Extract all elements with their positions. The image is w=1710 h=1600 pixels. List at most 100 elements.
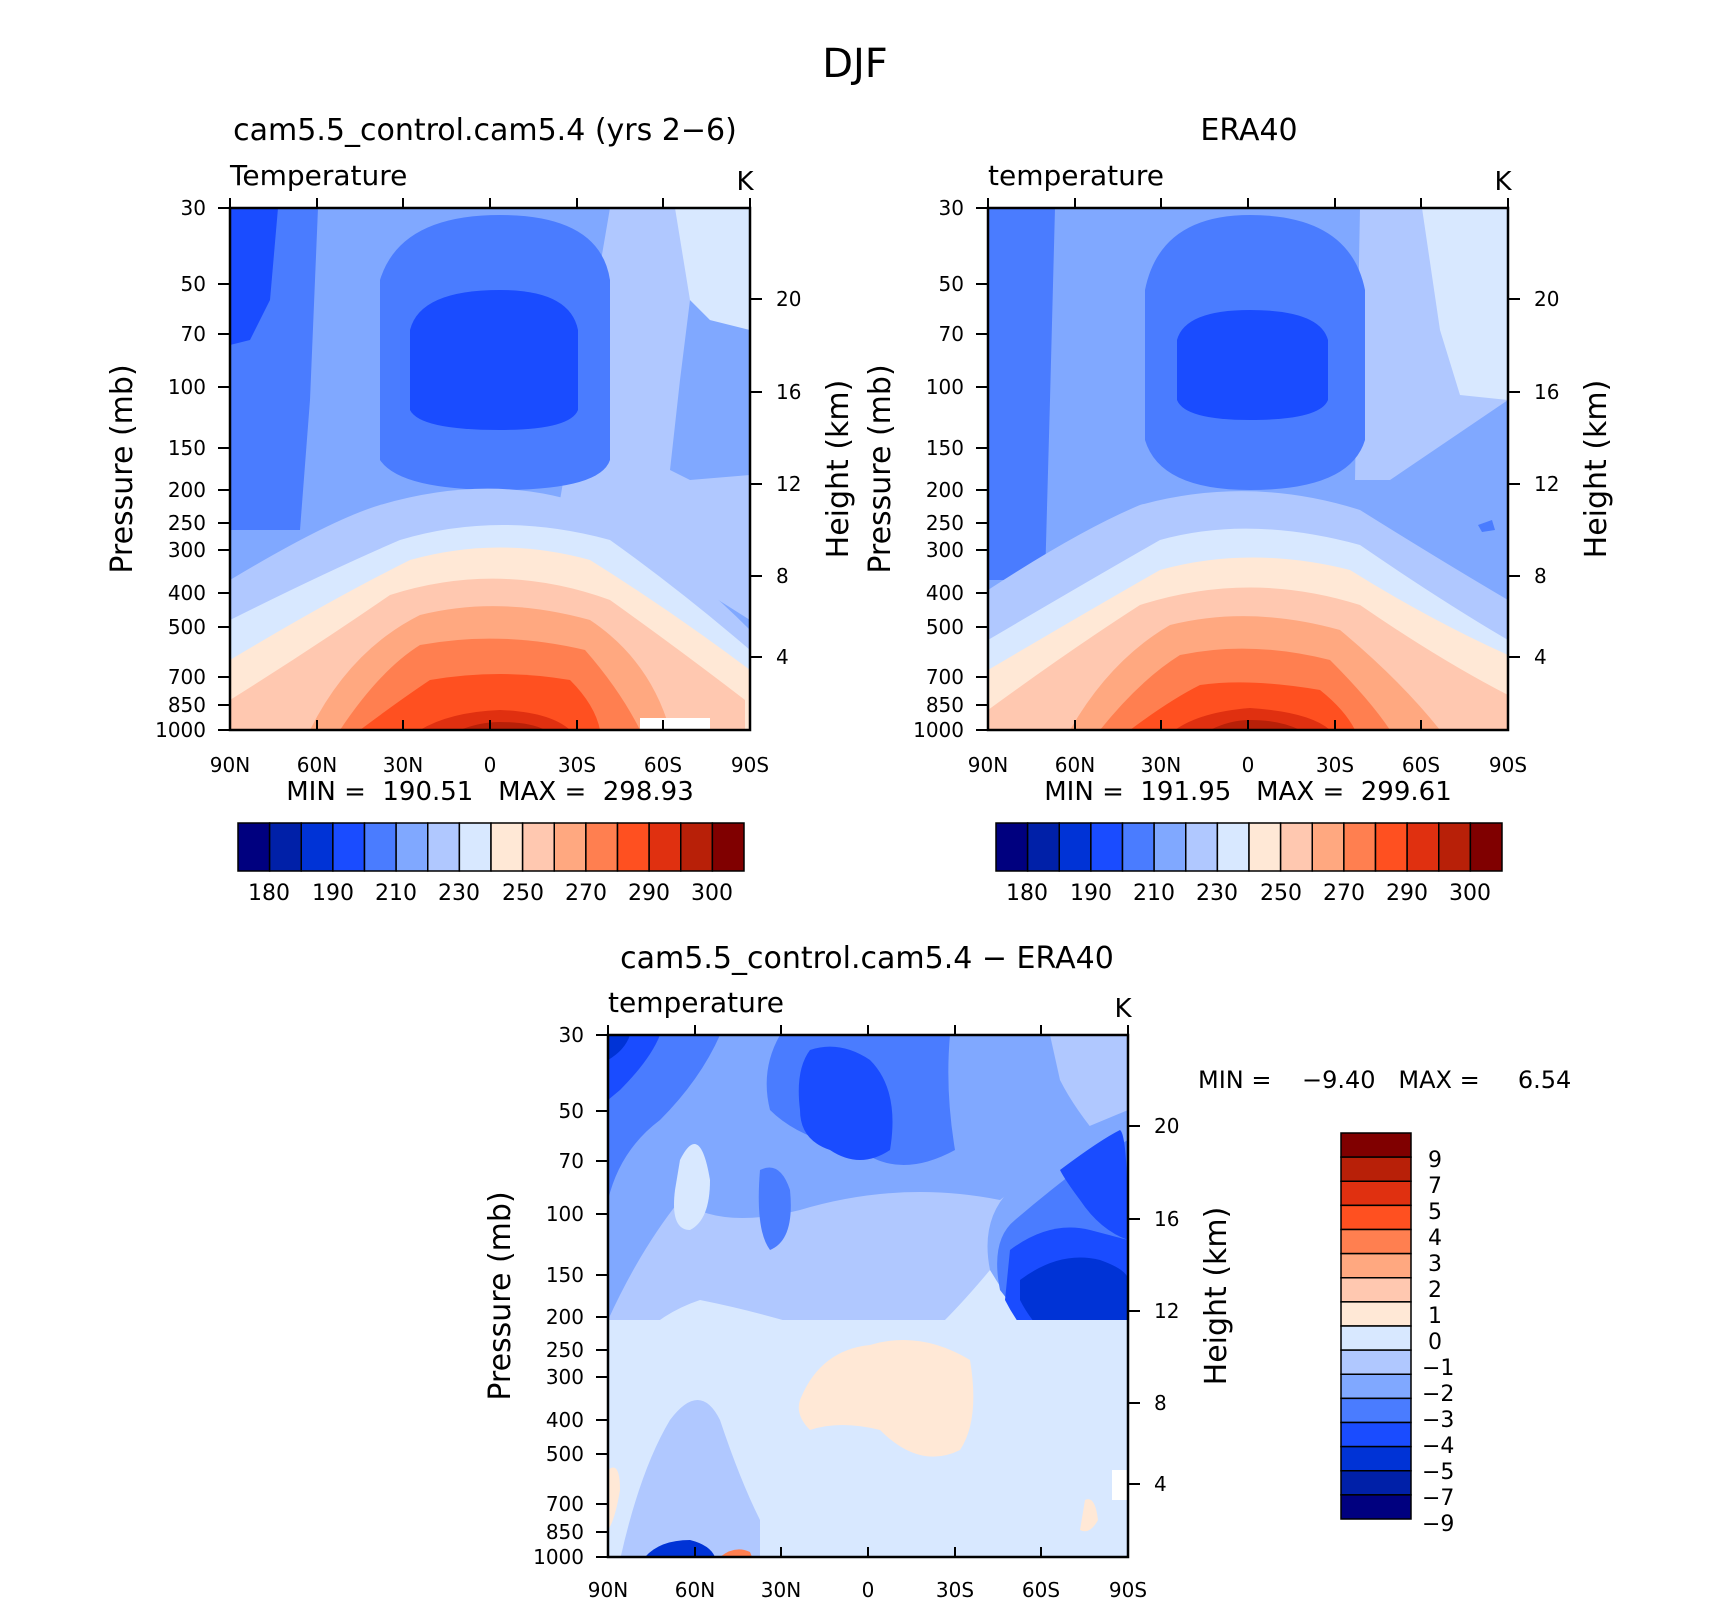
x-tick-label: 60S — [644, 753, 682, 777]
colorbar-swatch — [1340, 1156, 1412, 1182]
colorbar-label: 7 — [1428, 1174, 1442, 1199]
y-tick-label: 500 — [926, 615, 964, 639]
y-axis-title: Pressure (mb) — [863, 364, 898, 573]
y-tick-label: 150 — [546, 1263, 584, 1287]
y-tick-label: 700 — [168, 665, 206, 689]
colorbar-swatch — [1406, 822, 1440, 872]
colorbar-swatch — [585, 822, 619, 872]
colorbar-swatch — [1340, 1228, 1412, 1255]
colorbar-swatch — [1340, 1252, 1412, 1279]
panel-model: cam5.5_control.cam5.4 (yrs 2−6) Temperat… — [105, 113, 856, 906]
colorbar-swatch — [616, 822, 650, 872]
variable-label: temperature — [988, 159, 1164, 192]
colorbar-swatch — [1340, 1373, 1412, 1400]
colorbar-label: 180 — [1006, 881, 1048, 906]
colorbar-label: 2 — [1428, 1278, 1442, 1303]
x-tick-label: 0 — [1242, 753, 1255, 777]
colorbar-label: 300 — [1449, 881, 1491, 906]
panel-obs: ERA40 temperature K 90N — [863, 113, 1614, 906]
x-tick-label: 0 — [484, 753, 497, 777]
colorbar-swatch — [1248, 822, 1282, 872]
y-tick-label: 1000 — [913, 718, 964, 742]
colorbar-swatch — [1340, 1180, 1412, 1207]
y-tick-label: 300 — [168, 538, 206, 562]
y2-axis-title: Height (km) — [821, 380, 856, 559]
y-tick-label: 50 — [939, 272, 964, 296]
y2-tick-label: 12 — [1534, 472, 1559, 496]
colorbar-swatch — [521, 822, 555, 872]
y-tick-label: 250 — [926, 511, 964, 535]
y2-tick-label: 8 — [1534, 564, 1547, 588]
x-tick-label: 60S — [1022, 1578, 1060, 1600]
y-tick-label: 100 — [546, 1202, 584, 1226]
colorbar-label: 190 — [1070, 881, 1112, 906]
y-tick-label: 850 — [546, 1520, 584, 1544]
x-tick-label: 30S — [558, 753, 596, 777]
colorbar-swatch — [1340, 1132, 1412, 1158]
colorbar-label: 9 — [1428, 1148, 1442, 1173]
colorbar-label: 290 — [1386, 881, 1428, 906]
y-tick-label: 400 — [926, 581, 964, 605]
minmax-label: MIN = 191.95 MAX = 299.61 — [1044, 777, 1451, 807]
colorbar-label: 250 — [1260, 881, 1302, 906]
colorbar-label: 4 — [1428, 1226, 1442, 1251]
y-axis-title: Pressure (mb) — [105, 364, 140, 573]
y-tick-label: 200 — [168, 478, 206, 502]
x-tick-label: 30S — [1316, 753, 1354, 777]
y2-axis-title: Height (km) — [1199, 1207, 1234, 1386]
colorbar-swatch — [1340, 1494, 1412, 1520]
y2-tick-label: 16 — [1534, 380, 1559, 404]
colorbar-swatch — [1340, 1301, 1412, 1327]
y-tick-label: 700 — [546, 1492, 584, 1516]
y2-tick-label: 20 — [776, 287, 801, 311]
colorbar-swatch — [268, 822, 302, 872]
variable-label: Temperature — [229, 159, 407, 192]
colorbar-swatch — [427, 822, 461, 872]
colorbar-swatch — [1343, 822, 1377, 872]
colorbar-swatch — [1340, 1277, 1412, 1303]
x-tick-label: 90N — [588, 1578, 628, 1600]
x-tick-label: 90S — [1489, 753, 1527, 777]
x-tick-label: 30N — [383, 753, 423, 777]
colorbar — [995, 822, 1503, 872]
colorbar-swatch — [1279, 822, 1313, 872]
y-axis: 30 50 70 100 150 200 250 300 400 500 700… — [913, 196, 988, 742]
y2-axis: 20 16 12 8 4 — [1128, 1114, 1179, 1496]
colorbar-swatch — [458, 822, 492, 872]
colorbar-label: −7 — [1422, 1486, 1454, 1511]
x-tick-label: 90N — [210, 753, 250, 777]
panel-title: cam5.5_control.cam5.4 − ERA40 — [620, 941, 1114, 976]
minmax-label: MIN = 190.51 MAX = 298.93 — [286, 777, 693, 807]
colorbar-swatch — [1058, 822, 1092, 872]
colorbar-labels: 9 7 5 4 3 2 1 0 −1 −2 −3 −4 −5 −7 −9 — [1422, 1148, 1454, 1537]
colorbar-label: 1 — [1428, 1304, 1442, 1329]
colorbar-swatch — [1340, 1445, 1412, 1472]
colorbar-label: 210 — [375, 881, 417, 906]
y-tick-label: 400 — [168, 581, 206, 605]
colorbar-label: 270 — [565, 881, 607, 906]
y-tick-label: 200 — [546, 1305, 584, 1329]
colorbar-swatch — [395, 822, 429, 872]
colorbar-label: −3 — [1422, 1408, 1454, 1433]
colorbar-swatch — [1340, 1397, 1412, 1424]
y-tick-label: 300 — [926, 538, 964, 562]
y-tick-label: 50 — [181, 272, 206, 296]
colorbar-swatch — [1469, 822, 1503, 872]
colorbar-swatch — [1185, 822, 1219, 872]
contour-field — [230, 208, 750, 730]
y-tick-label: 700 — [926, 665, 964, 689]
x-tick-label: 90S — [731, 753, 769, 777]
y2-tick-label: 4 — [1154, 1472, 1167, 1496]
variable-label: temperature — [608, 986, 784, 1019]
y2-tick-label: 16 — [776, 380, 801, 404]
minmax-label: MIN = −9.40 MAX = 6.54 — [1198, 1066, 1571, 1094]
y-tick-label: 150 — [168, 436, 206, 460]
colorbar-label: 230 — [438, 881, 480, 906]
y2-tick-label: 4 — [776, 645, 789, 669]
colorbar-label: 300 — [691, 881, 733, 906]
colorbar-swatch — [553, 822, 587, 872]
colorbar-swatch — [1340, 1325, 1412, 1351]
colorbar-label: 230 — [1196, 881, 1238, 906]
y-tick-label: 850 — [926, 693, 964, 717]
